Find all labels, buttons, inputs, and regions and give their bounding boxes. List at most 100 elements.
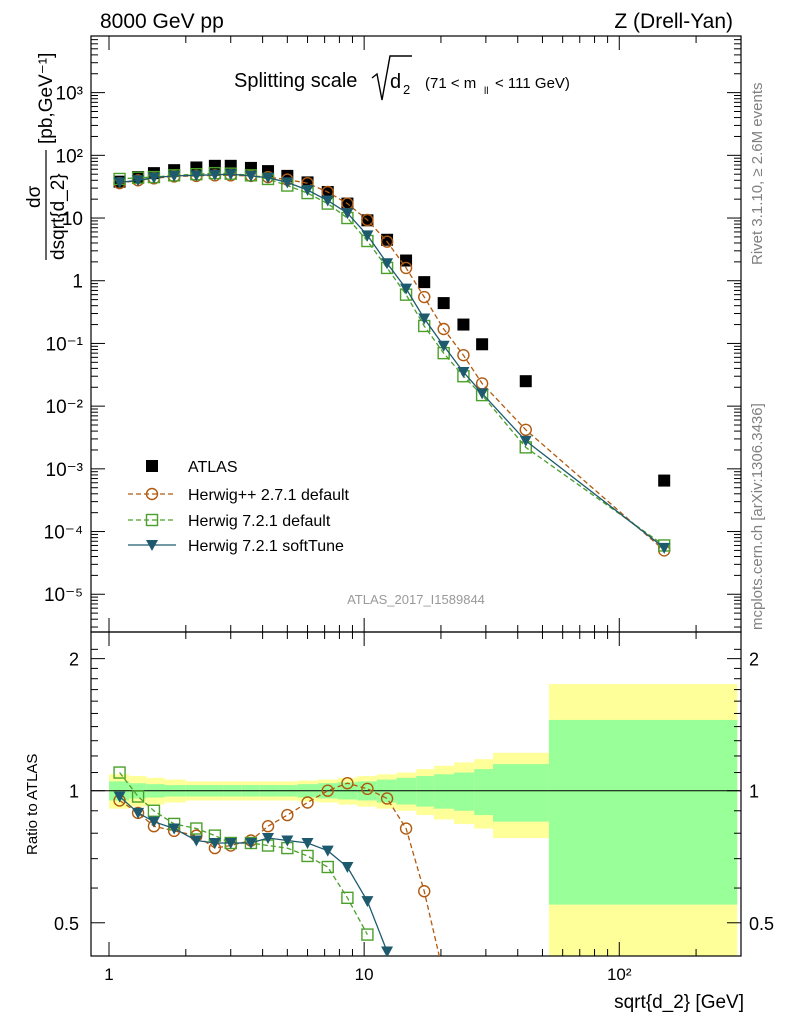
softtune-marker	[321, 845, 334, 857]
herwig721-marker	[147, 804, 161, 817]
softtune-marker	[381, 946, 394, 956]
herwigpp-marker	[261, 820, 275, 833]
y-tick-label: 10⁻¹	[46, 334, 84, 355]
ylabel-numerator: dσ	[24, 185, 45, 208]
herwigpp-marker	[380, 792, 394, 805]
ratio-frame	[90, 631, 742, 957]
softtune-marker	[132, 807, 145, 819]
header-left: 8000 GeV pp	[100, 10, 224, 33]
softtune-marker	[146, 540, 158, 551]
herwig721-marker	[145, 513, 159, 527]
plot-title: Splitting scale d 2 (71 < m ll < 111 GeV…	[234, 55, 570, 101]
title-text: Splitting scale	[234, 70, 357, 92]
herwig721-marker	[113, 766, 126, 779]
herwigpp-marker	[418, 290, 431, 304]
axes: 1 10 10² 10⁻⁵ 10⁻⁴ 10⁻³ 10⁻² 10⁻¹ 1 10 10² 10³ 0.5 0.…	[44, 35, 774, 984]
y-tick-label: 1	[72, 272, 83, 293]
ratio-y-tick-label-right: 0.5	[749, 914, 774, 934]
series-line-3	[119, 173, 665, 549]
herwigpp-marker	[361, 782, 374, 796]
softtune-marker	[658, 542, 671, 554]
softtune-marker	[132, 175, 145, 187]
herwigpp-marker	[399, 822, 413, 835]
ratio-line-0	[119, 782, 440, 956]
softtune-marker	[519, 435, 532, 447]
atlas-marker	[418, 276, 431, 289]
softtune-marker	[281, 177, 294, 189]
herwig721-marker	[341, 891, 354, 905]
herwig721-marker	[361, 928, 374, 941]
softtune-marker	[244, 837, 257, 849]
herwigpp-marker	[457, 348, 470, 362]
softtune-marker	[190, 170, 203, 182]
legend: ATLAS Herwig++ 2.7.1 default Herwig 7.2.1 …	[128, 459, 350, 555]
band-inner	[474, 769, 494, 816]
herwigpp-marker	[438, 970, 449, 981]
band-inner	[416, 776, 435, 807]
softtune-marker	[147, 172, 160, 184]
title-symbol: d	[390, 71, 401, 93]
softtune-marker	[147, 816, 160, 828]
y-tick-label: 10	[62, 209, 83, 230]
softtune-marker	[244, 170, 257, 182]
softtune-marker	[168, 823, 181, 835]
mcplots-label: mcplots.cern.ch [arXiv:1306.3436]	[749, 403, 766, 630]
herwigpp-marker	[321, 784, 334, 797]
softtune-marker	[224, 169, 237, 181]
herwig721-marker	[131, 790, 145, 803]
title-range: (71 < m	[425, 75, 476, 92]
y-tick-label: 10⁻³	[46, 460, 84, 481]
softtune-marker	[190, 835, 203, 847]
ylabel-denominator: dsqrt{d_2}	[48, 173, 69, 260]
ratio-ylabel: Ratio to ATLAS	[24, 754, 41, 855]
softtune-marker	[262, 833, 275, 845]
title-subscript: 2	[403, 82, 410, 97]
softtune-marker	[208, 837, 221, 849]
softtune-marker	[381, 258, 394, 270]
herwigpp-marker	[399, 261, 413, 275]
softtune-marker	[437, 340, 450, 352]
y-tick-label: 10³	[56, 84, 83, 105]
atlas-marker	[519, 375, 532, 388]
ratio-line-2	[119, 796, 388, 952]
x-axis-label: sqrt{d_2} [GeV]	[614, 992, 744, 1013]
softtune-marker	[113, 791, 126, 803]
band-inner	[493, 764, 549, 822]
softtune-marker	[224, 837, 237, 849]
atlas-marker	[476, 338, 489, 351]
softtune-marker	[113, 177, 126, 189]
ratio-y-tick-label-right: 2	[749, 650, 759, 670]
softtune-marker	[301, 837, 314, 849]
softtune-marker	[208, 169, 221, 181]
rivet-label: Rivet 3.1.10, ≥ 2.6M events	[749, 83, 766, 266]
band-inner	[453, 772, 475, 811]
herwigpp-marker	[361, 213, 374, 227]
header-right: Z (Drell-Yan)	[614, 10, 733, 33]
herwigpp-marker	[380, 235, 394, 248]
ratio-y-tick-label: 0.5	[54, 914, 79, 934]
ratio-uncertainty-bands	[109, 684, 738, 956]
main-ylabel: dσ dsqrt{d_2} [pb,GeV⁻¹]	[24, 53, 69, 260]
herwigpp-marker	[437, 322, 450, 336]
legend-label: ATLAS	[188, 459, 238, 476]
atlas-marker	[658, 474, 671, 487]
softtune-marker	[361, 896, 374, 908]
ratio-y-tick-label: 2	[69, 650, 79, 670]
atlas-marker	[146, 460, 158, 472]
y-tick-label: 10⁻⁵	[44, 585, 83, 606]
legend-label: Herwig 7.2.1 default	[188, 513, 331, 530]
atlas-marker	[457, 318, 470, 331]
ylabel-unit: [pb,GeV⁻¹]	[36, 53, 57, 144]
softtune-marker	[301, 184, 314, 196]
ratio-y-tick-label: 1	[69, 782, 79, 802]
softtune-marker	[476, 388, 489, 400]
softtune-marker	[341, 862, 354, 874]
series-line-2	[119, 172, 665, 547]
herwig721-marker	[190, 822, 203, 835]
softtune-marker	[400, 283, 413, 295]
herwigpp-marker	[281, 808, 294, 822]
band-inner	[434, 774, 454, 809]
herwigpp-marker	[145, 487, 159, 501]
